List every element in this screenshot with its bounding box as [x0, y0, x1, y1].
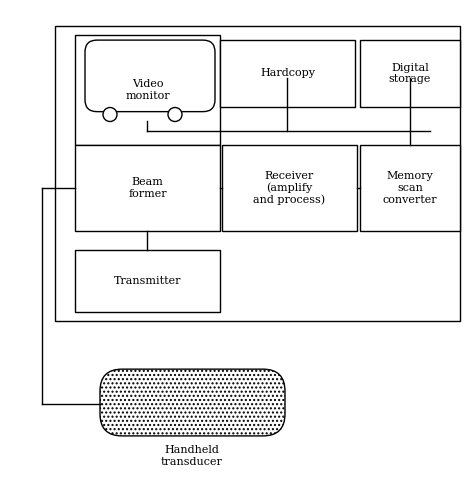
Circle shape [103, 107, 117, 121]
Bar [360, 40, 460, 107]
Bar [75, 250, 220, 312]
Text: Video
monitor: Video monitor [125, 80, 170, 101]
Bar [55, 26, 460, 322]
Bar [75, 145, 220, 231]
Bar [220, 40, 355, 107]
Bar [360, 145, 460, 231]
Circle shape [168, 107, 182, 121]
Text: Transmitter: Transmitter [114, 276, 181, 286]
Text: Digital
storage: Digital storage [389, 63, 431, 84]
FancyBboxPatch shape [100, 369, 285, 436]
Bar [222, 145, 357, 231]
Bar [75, 35, 220, 145]
Text: Receiver
(amplify
and process): Receiver (amplify and process) [254, 170, 326, 205]
Text: Hardcopy: Hardcopy [260, 69, 315, 79]
Text: Memory
scan
converter: Memory scan converter [383, 171, 438, 205]
FancyBboxPatch shape [85, 40, 215, 112]
Text: Beam
former: Beam former [128, 177, 167, 199]
Text: Handheld
transducer: Handheld transducer [161, 445, 223, 467]
